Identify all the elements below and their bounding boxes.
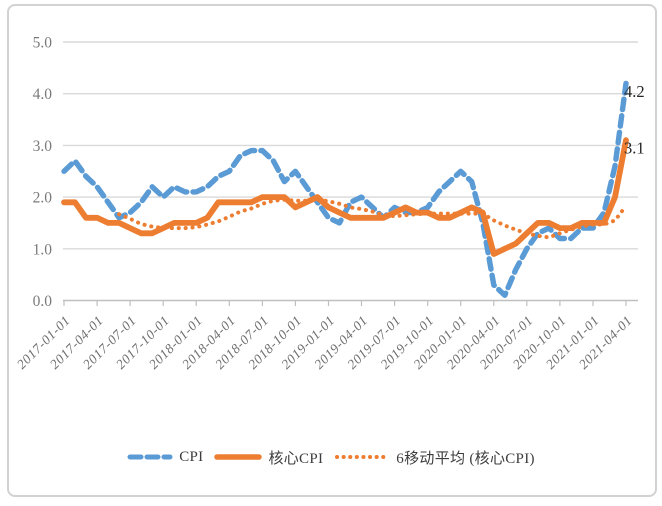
cpi-line: [61, 80, 629, 298]
y-axis-tick-label: 5.0: [33, 35, 53, 52]
legend-item-moving-average: 6移动平均 (核心CPI): [334, 447, 534, 468]
y-axis-tick-label: 3.0: [33, 138, 53, 155]
cpi-dashed-line-sample-icon: [127, 454, 173, 460]
chart-frame: [7, 4, 657, 497]
legend-item-cpi: CPI: [127, 449, 203, 466]
data-label-cpi: 4.2: [624, 82, 645, 101]
moving-average-line: [117, 197, 628, 240]
legend-label-core-cpi: 核心CPI: [268, 450, 324, 467]
legend-item-core-cpi: 核心CPI: [214, 447, 323, 468]
y-axis-tick-label: 1.0: [33, 241, 53, 258]
y-axis-tick-label: 4.0: [33, 86, 53, 103]
y-axis-tick-label: 0.0: [33, 293, 53, 310]
y-axis-tick-label: 2.0: [33, 190, 53, 207]
moving-average-dotted-line-sample-icon: [335, 455, 390, 459]
legend: CPI 核心CPI 6移动平均 (核心CPI): [0, 444, 662, 470]
data-label-core-cpi: 3.1: [624, 139, 645, 158]
legend-label-cpi: CPI: [179, 448, 204, 465]
core-cpi-line: [61, 137, 629, 257]
legend-label-moving-average: 6移动平均 (核心CPI): [396, 450, 535, 467]
core-cpi-solid-line-sample-icon: [214, 454, 263, 460]
